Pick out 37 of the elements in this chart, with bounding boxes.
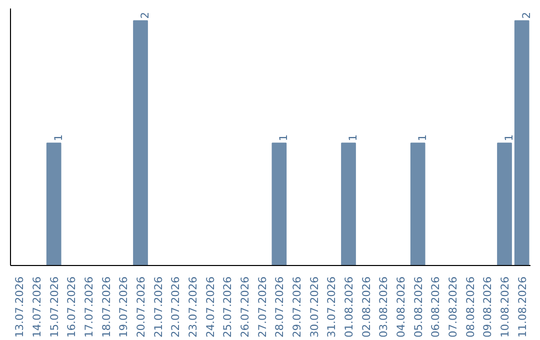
data-label: 1 <box>502 134 516 142</box>
x-tick-label: 29.07.2026 <box>290 276 304 338</box>
data-label: 1 <box>346 134 360 142</box>
data-label: 1 <box>277 134 290 142</box>
x-tick-label: 11.08.2026 <box>516 276 529 338</box>
x-tick-label: 10.08.2026 <box>498 276 512 338</box>
x-tick-label: 22.07.2026 <box>169 276 182 338</box>
x-tick-label: 20.07.2026 <box>134 276 148 338</box>
x-tick-label: 16.07.2026 <box>65 276 78 338</box>
x-tick-label: 24.07.2026 <box>204 276 217 338</box>
x-tick-label: 01.08.2026 <box>342 276 356 338</box>
x-tick-label: 02.08.2026 <box>360 276 373 338</box>
data-label: 2 <box>520 12 533 19</box>
data-label: 1 <box>416 134 429 142</box>
x-tick-label: 28.07.2026 <box>273 276 286 338</box>
x-tick-label: 26.07.2026 <box>238 276 252 338</box>
x-tick-label: 21.07.2026 <box>152 276 165 338</box>
x-tick-label: 27.07.2026 <box>256 276 269 338</box>
x-tick-label: 13.07.2026 <box>13 276 26 338</box>
x-tick-label: 09.08.2026 <box>481 276 494 338</box>
x-tick-label: 25.07.2026 <box>221 276 234 338</box>
x-tick-label: 30.07.2026 <box>308 276 321 338</box>
x-tick-label: 06.08.2026 <box>429 276 442 338</box>
x-tick-label: 08.08.2026 <box>464 276 477 338</box>
x-tick-label: 31.07.2026 <box>325 276 338 338</box>
x-tick-label: 14.07.2026 <box>30 276 44 338</box>
x-tick-label: 18.07.2026 <box>100 276 113 338</box>
data-label: 1 <box>52 134 65 142</box>
x-tick-label: 03.08.2026 <box>377 276 390 338</box>
x-tick-label: 23.07.2026 <box>186 276 200 338</box>
x-tick-label: 04.08.2026 <box>394 276 408 338</box>
x-tick-label: 15.07.2026 <box>48 276 61 338</box>
x-tick-label: 07.08.2026 <box>446 276 460 338</box>
x-tick-label: 19.07.2026 <box>117 276 130 338</box>
data-label: 2 <box>138 12 152 19</box>
x-tick-label: 05.08.2026 <box>412 276 425 338</box>
x-tick-label: 17.07.2026 <box>82 276 96 338</box>
